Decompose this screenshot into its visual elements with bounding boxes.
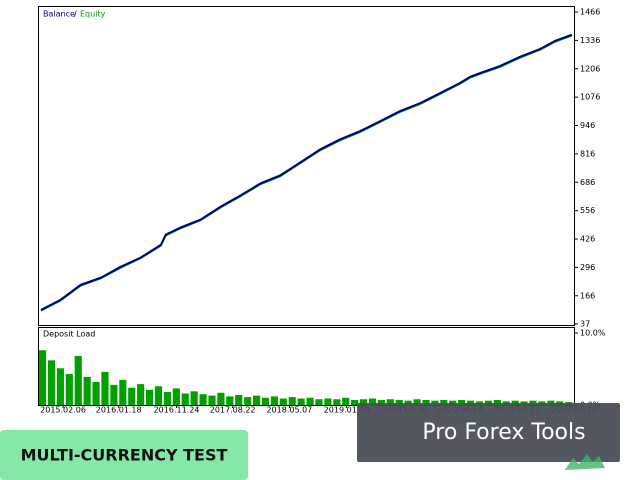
y-tick-label: 296 [580, 263, 595, 272]
bar [190, 391, 198, 405]
bar [39, 350, 47, 405]
bar [47, 360, 56, 405]
y-tick-label: 946 [580, 121, 595, 130]
bar [146, 389, 154, 405]
y-tick-label: 816 [580, 149, 595, 158]
bar [101, 371, 109, 405]
bar [226, 396, 234, 405]
y-tick-label: 10.0% [580, 329, 606, 338]
bar [208, 395, 216, 405]
bar [65, 374, 73, 405]
bar [449, 400, 457, 405]
bar [404, 400, 412, 405]
bar [110, 384, 118, 405]
legend-separator: / [74, 10, 77, 19]
y-tick-label: 1206 [580, 64, 600, 73]
bar [288, 397, 296, 405]
bar [244, 397, 252, 405]
bar [484, 400, 492, 405]
bar [511, 400, 519, 405]
bar [368, 398, 377, 405]
x-tick-label: 2019.01.09 [324, 406, 370, 415]
bar [493, 399, 501, 405]
y-tick-label: 166 [580, 291, 595, 300]
bar [306, 397, 314, 405]
bar [235, 394, 243, 405]
bar [529, 400, 537, 405]
bar [199, 394, 207, 405]
badge-text: MULTI-CURRENCY TEST [21, 446, 228, 465]
bar [128, 387, 136, 405]
bar [270, 396, 278, 405]
legend-item: Equity [80, 10, 106, 19]
bar [431, 400, 439, 405]
bar [440, 399, 448, 405]
y-tick-label: 37 [580, 319, 590, 328]
bar [74, 356, 82, 405]
load-panel [38, 327, 575, 406]
bar [458, 399, 466, 405]
bar [297, 398, 305, 405]
bar [467, 400, 475, 405]
bar [56, 368, 64, 405]
bar [377, 399, 385, 405]
bar [422, 399, 430, 405]
x-tick-label: 2017.08.22 [210, 406, 256, 415]
bar [217, 392, 225, 405]
bar [324, 398, 332, 405]
series-line [40, 33, 573, 311]
x-tick-label: 2015.02.06 [40, 406, 86, 415]
bar [181, 393, 189, 405]
bar [92, 381, 100, 405]
bar [163, 392, 171, 405]
bar [315, 399, 323, 405]
y-tick-label: 1076 [580, 93, 600, 102]
bar [342, 397, 350, 405]
bar [333, 399, 341, 405]
panel-title: Deposit Load [43, 330, 95, 339]
bar [351, 399, 359, 405]
badge-box [0, 430, 248, 480]
bar [261, 397, 270, 405]
legend-item: Balance [43, 10, 75, 19]
bar [360, 399, 368, 405]
y-tick-label: 1466 [580, 8, 600, 17]
bar [172, 388, 180, 405]
bar [253, 395, 261, 405]
brand-logo [565, 454, 605, 470]
bar [154, 386, 163, 405]
bar [395, 399, 403, 405]
bar [547, 400, 555, 405]
brand-box [357, 403, 620, 462]
bar [386, 399, 394, 405]
y-tick-label: 686 [580, 178, 595, 187]
x-tick-label: 2016.01.18 [96, 406, 142, 415]
x-tick-label: 2018.05.07 [266, 406, 312, 415]
brand-text: Pro Forex Tools [422, 420, 585, 445]
bar [83, 376, 91, 405]
bar [413, 399, 421, 405]
x-tick-label: 2016.11.24 [154, 406, 200, 415]
bar [137, 384, 145, 405]
bar [119, 379, 127, 405]
y-tick-label: 556 [580, 206, 595, 215]
bar [279, 398, 287, 405]
y-tick-label: 426 [580, 235, 595, 244]
y-tick-label: 1336 [580, 36, 600, 45]
main-panel [38, 6, 575, 326]
